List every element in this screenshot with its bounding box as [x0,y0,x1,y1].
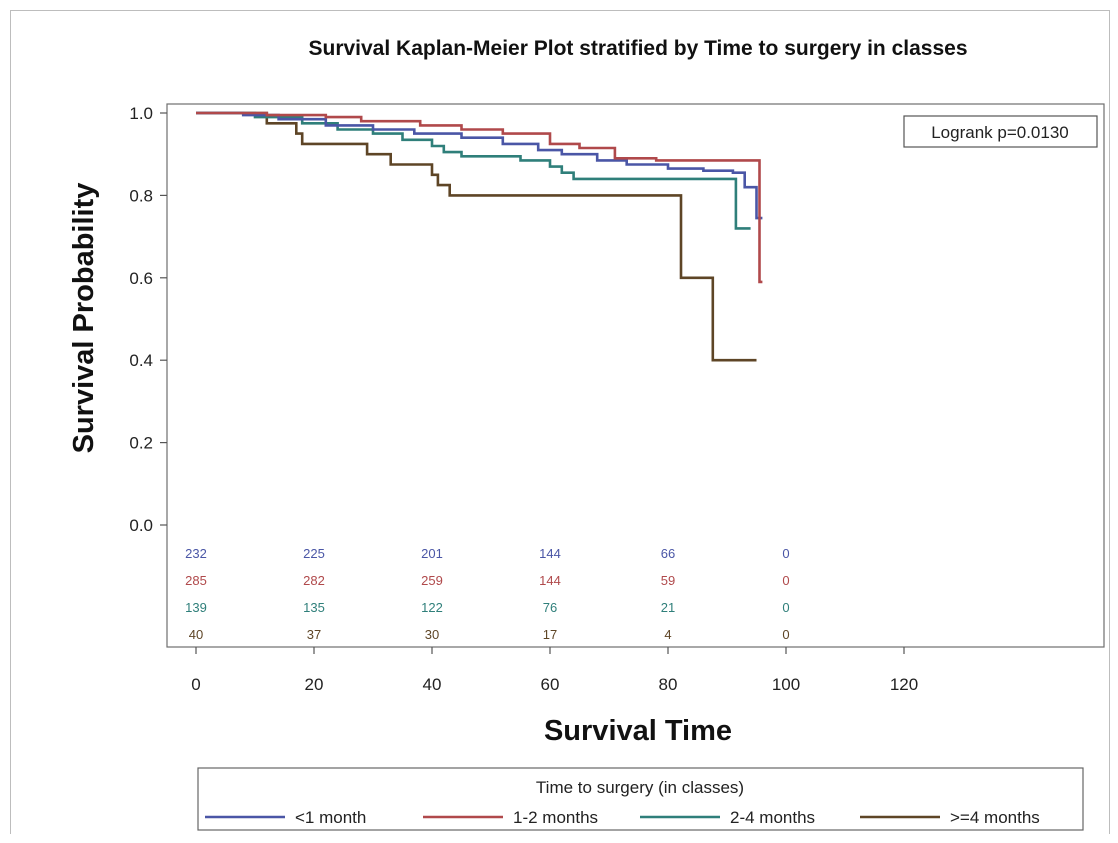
risk-count: 259 [421,573,443,588]
risk-count: 76 [543,600,557,615]
x-tick-label: 60 [541,675,560,694]
risk-count: 135 [303,600,325,615]
risk-count: 4 [664,627,671,642]
plot-area [166,103,1105,648]
x-tick-label: 40 [423,675,442,694]
survival-curve-1-2-months [196,111,763,284]
chart-title: Survival Kaplan-Meier Plot stratified by… [308,37,967,60]
risk-count: 201 [421,546,443,561]
y-tick-label: 0.2 [129,434,153,453]
risk-count: 144 [539,546,561,561]
risk-count: 0 [782,627,789,642]
risk-count: 285 [185,573,207,588]
risk-count: 30 [425,627,439,642]
legend-label: <1 month [295,808,366,827]
y-axis: 0.0 0.2 0.4 0.6 0.8 1.0 [129,104,167,535]
x-tick-label: 80 [659,675,678,694]
risk-count: 139 [185,600,207,615]
risk-count: 37 [307,627,321,642]
legend-label: 2-4 months [730,808,815,827]
risk-count: 59 [661,573,675,588]
risk-count: 0 [782,600,789,615]
survival-curve-4-months [196,111,757,362]
x-tick-label: 120 [890,675,918,694]
x-tick-label: 100 [772,675,800,694]
risk-count: 17 [543,627,557,642]
risk-count: 225 [303,546,325,561]
legend: Time to surgery (in classes) <1 month 1-2… [197,767,1084,831]
risk-count: 40 [189,627,203,642]
y-tick-label: 0.0 [129,516,153,535]
risk-count: 122 [421,600,443,615]
x-axis-title: Survival Time [544,715,732,747]
risk-count: 21 [661,600,675,615]
logrank-annotation: Logrank p=0.0130 [903,115,1098,148]
legend-label: 1-2 months [513,808,598,827]
y-axis-title: Survival Probability [68,183,100,454]
risk-table: 232 225 201 144 66 0 285 282 259 144 59 0 139 135 122 7… [185,546,789,642]
y-tick-label: 0.4 [129,351,153,370]
y-tick-label: 0.6 [129,269,153,288]
y-tick-label: 1.0 [129,104,153,123]
legend-box [197,767,1084,831]
risk-count: 66 [661,546,675,561]
x-axis: 0 20 40 60 80 100 120 [191,647,918,694]
risk-count: 0 [782,573,789,588]
risk-count: 0 [782,546,789,561]
x-tick-label: 0 [191,675,200,694]
risk-count: 282 [303,573,325,588]
legend-label: >=4 months [950,808,1040,827]
y-tick-label: 0.8 [129,186,153,205]
x-tick-label: 20 [305,675,324,694]
survival-curves [196,111,763,362]
risk-count: 144 [539,573,561,588]
legend-title: Time to surgery (in classes) [536,778,744,797]
survival-curve-1-month [196,111,763,220]
logrank-text: Logrank p=0.0130 [931,123,1069,142]
risk-count: 232 [185,546,207,561]
